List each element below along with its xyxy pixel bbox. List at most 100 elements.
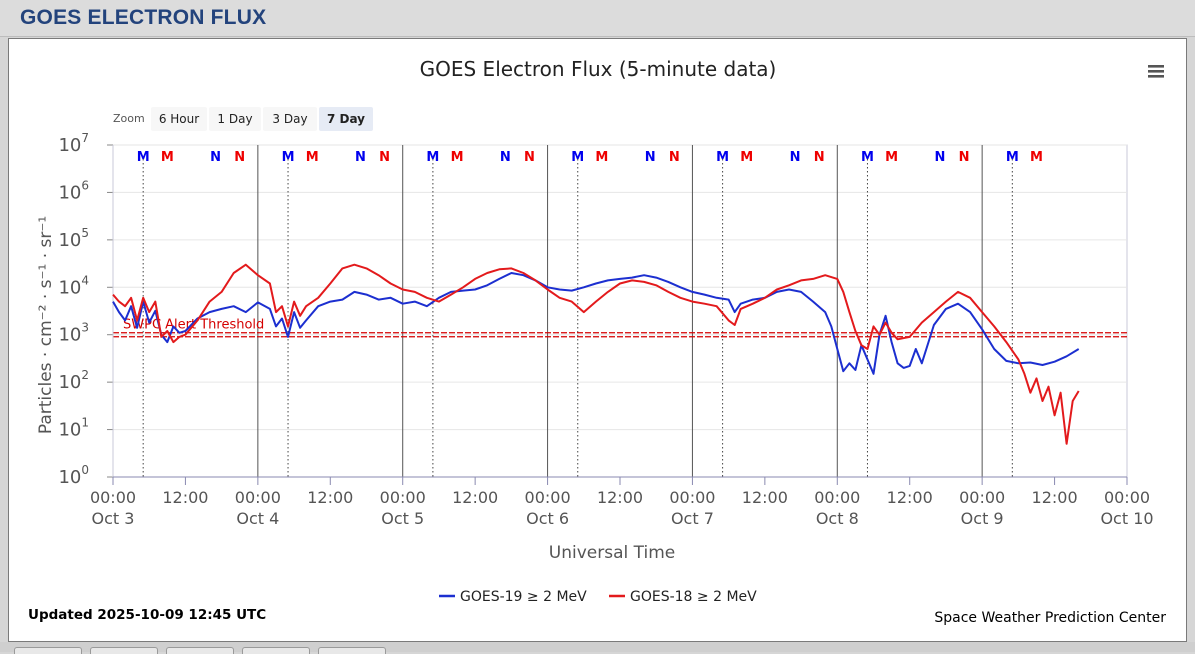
mn-marker-label: M (740, 150, 753, 165)
page-header: GOES ELECTRON FLUX (0, 0, 1195, 37)
legend: GOES-19 ≥ 2 MeV GOES-18 ≥ 2 MeV (439, 589, 757, 605)
x-tick-time-label: 00:00 (959, 488, 1005, 507)
y-tick-label: 106 (58, 178, 89, 203)
zoom-label: Zoom (113, 112, 145, 125)
mn-marker-label: M (595, 150, 608, 165)
mn-marker-label: M (137, 150, 150, 165)
mn-marker-label: N (790, 150, 801, 165)
legend-label: GOES-19 ≥ 2 MeV (460, 589, 587, 605)
mn-marker-label: M (861, 150, 874, 165)
mn-marker-label: N (524, 150, 535, 165)
x-tick-time-label: 12:00 (887, 488, 933, 507)
x-tick-date-label: Oct 5 (381, 509, 424, 528)
x-tick-time-label: 12:00 (597, 488, 643, 507)
mn-marker-label: M (1030, 150, 1043, 165)
chart-panel: GOES Electron Flux (5-minute data) Zoom … (8, 38, 1187, 642)
mn-marker-label: M (716, 150, 729, 165)
x-tick-date-label: Oct 3 (92, 509, 135, 528)
zoom-button[interactable]: 1 Day (209, 107, 261, 131)
electron-flux-chart: GOES Electron Flux (5-minute data) Zoom … (28, 57, 1169, 626)
mn-marker-label: N (814, 150, 825, 165)
x-tick-date-label: Oct 6 (526, 509, 569, 528)
zoom-button[interactable]: 6 Hour (151, 107, 207, 131)
x-tick-date-label: Oct 10 (1100, 509, 1153, 528)
mn-marker-label: N (355, 150, 366, 165)
mn-marker-label: N (379, 150, 390, 165)
mn-marker-label: M (161, 150, 174, 165)
legend-item[interactable]: GOES-19 ≥ 2 MeV (439, 589, 587, 605)
zoom-button-label: 6 Hour (159, 112, 199, 126)
mn-marker-label: M (451, 150, 464, 165)
mn-marker-label: N (210, 150, 221, 165)
x-tick-time-label: 12:00 (1032, 488, 1078, 507)
x-tick-date-label: Oct 4 (236, 509, 279, 528)
x-tick-time-label: 00:00 (525, 488, 571, 507)
y-axis: 100 101 102 103 104 105 106 107 (58, 131, 114, 488)
mn-marker-label: M (885, 150, 898, 165)
series-line (112, 263, 1080, 445)
y-tick-label: 107 (58, 131, 89, 156)
zoom-button-label: 7 Day (327, 112, 365, 126)
mn-marker-label: N (500, 150, 511, 165)
mn-marker-label: M (1006, 150, 1019, 165)
legend-item[interactable]: GOES-18 ≥ 2 MeV (609, 589, 757, 605)
bottom-tab-bar (0, 642, 1195, 652)
bottom-tab-4[interactable] (242, 647, 310, 654)
y-tick-label: 105 (58, 226, 89, 251)
series-lines (112, 263, 1080, 445)
x-tick-time-label: 12:00 (307, 488, 353, 507)
zoom-buttons: 6 Hour 1 Day 3 Day 7 Day (151, 107, 373, 131)
mn-marker-label: N (669, 150, 680, 165)
x-tick-time-label: 12:00 (162, 488, 208, 507)
y-tick-label: 102 (58, 368, 89, 393)
x-tick-date-label: Oct 8 (816, 509, 859, 528)
mn-marker-label: M (426, 150, 439, 165)
x-tick-time-label: 00:00 (90, 488, 136, 507)
mn-marker-label: N (934, 150, 945, 165)
zoom-button-bg (319, 107, 373, 131)
chart-title: GOES Electron Flux (5-minute data) (420, 57, 777, 81)
series-line (112, 272, 1080, 375)
zoom-button-bg (263, 107, 317, 131)
bottom-tab-3[interactable] (166, 647, 234, 654)
x-tick-date-label: Oct 9 (961, 509, 1004, 528)
y-tick-label: 100 (58, 463, 89, 488)
x-tick-time-label: 00:00 (814, 488, 860, 507)
menu-icon[interactable] (1143, 59, 1169, 83)
mn-marker-label: M (306, 150, 319, 165)
x-axis-title: Universal Time (549, 543, 675, 563)
x-axis: 00:00 Oct 3 12:00 00:00 Oct 4 12:00 00:00 Oct 5… (90, 476, 1154, 528)
zoom-button-label: 1 Day (217, 112, 252, 126)
x-tick-time-label: 12:00 (452, 488, 498, 507)
mn-marker-label: M (571, 150, 584, 165)
credit-text: Space Weather Prediction Center (934, 610, 1166, 626)
y-tick-label: 103 (58, 321, 89, 346)
y-tick-label: 104 (58, 273, 89, 298)
zoom-button-bg (209, 107, 261, 131)
x-tick-time-label: 00:00 (380, 488, 426, 507)
y-tick-label: 101 (58, 416, 89, 441)
mn-marker-label: M (282, 150, 295, 165)
page-title: GOES ELECTRON FLUX (20, 6, 267, 29)
plot-area: SWPC Alert Threshold (112, 144, 1128, 478)
mn-marker-label: N (645, 150, 656, 165)
bottom-tab-5[interactable] (318, 647, 386, 654)
updated-timestamp: Updated 2025-10-09 12:45 UTC (28, 607, 266, 623)
legend-label: GOES-18 ≥ 2 MeV (630, 589, 757, 605)
bottom-tab-2[interactable] (90, 647, 158, 654)
plot-background (112, 144, 1128, 478)
mn-marker-label: N (959, 150, 970, 165)
x-tick-date-label: Oct 7 (671, 509, 714, 528)
zoom-button-label: 3 Day (272, 112, 307, 126)
zoom-button[interactable]: 7 Day (319, 107, 373, 131)
x-tick-time-label: 12:00 (742, 488, 788, 507)
y-axis-title: Particles · cm⁻² · s⁻¹ · sr⁻¹ (36, 216, 56, 434)
bottom-tab-1[interactable] (14, 647, 82, 654)
zoom-button-bg (151, 107, 207, 131)
zoom-button[interactable]: 3 Day (263, 107, 317, 131)
x-tick-time-label: 00:00 (1104, 488, 1150, 507)
x-tick-time-label: 00:00 (235, 488, 281, 507)
x-tick-time-label: 00:00 (669, 488, 715, 507)
mn-marker-label: N (234, 150, 245, 165)
